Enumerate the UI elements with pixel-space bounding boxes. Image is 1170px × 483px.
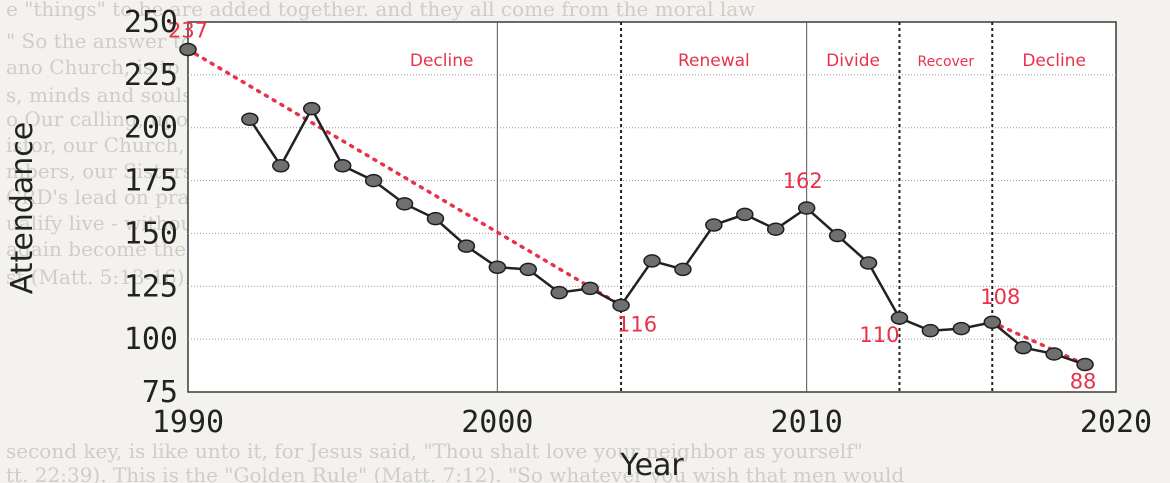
data-point — [983, 315, 1002, 329]
data-point — [364, 173, 383, 188]
x-axis-title: Year — [619, 448, 684, 483]
y-tick-label: 225 — [124, 58, 178, 93]
data-point — [612, 298, 630, 313]
data-point — [272, 159, 290, 173]
data-point — [890, 311, 909, 325]
trendlines — [186, 47, 1087, 367]
y-tick-label: 250 — [124, 5, 178, 40]
background-text-line: second key, is like unto it, for Jesus s… — [6, 439, 863, 463]
era-label: Divide — [826, 51, 880, 71]
value-annotation: 108 — [980, 285, 1020, 309]
attendance-series — [248, 106, 1086, 366]
data-point — [426, 211, 445, 226]
data-point — [581, 281, 599, 296]
value-annotation: 88 — [1070, 370, 1097, 394]
background-text-line: tt. 22:39). This is the "Golden Rule" (M… — [6, 463, 904, 483]
era-label: Recover — [918, 54, 975, 70]
era-label: Decline — [1022, 51, 1086, 71]
y-tick-label: 200 — [124, 111, 178, 146]
trendline — [186, 47, 623, 308]
data-point — [1014, 340, 1032, 355]
data-point — [519, 262, 538, 277]
y-axis-ticks: 75 100 125 150 175 200 225 250 — [124, 5, 178, 410]
data-point — [952, 321, 971, 336]
value-annotation: 116 — [617, 312, 657, 336]
data-point — [1045, 347, 1063, 361]
data-point — [828, 228, 847, 243]
x-tick-label: 2020 — [1080, 405, 1152, 440]
era-label: Decline — [410, 51, 474, 71]
background-text-line: st (Matt. 5:13-16). — [6, 265, 191, 289]
data-point — [1076, 357, 1094, 372]
era-dividers — [620, 22, 994, 392]
data-points — [179, 42, 1094, 372]
y-tick-label: 100 — [124, 322, 178, 357]
data-point — [674, 262, 692, 277]
value-annotation: 110 — [859, 323, 899, 347]
data-point — [859, 256, 878, 270]
data-point — [241, 112, 259, 127]
y-tick-label: 75 — [142, 375, 178, 410]
data-point — [797, 201, 816, 215]
era-labels: Decline Renewal Divide Recover Decline — [410, 51, 1086, 71]
x-tick-label: 2000 — [461, 405, 533, 440]
value-annotation: 237 — [168, 18, 208, 42]
era-label: Renewal — [678, 51, 750, 71]
data-point — [457, 239, 476, 253]
x-tick-label: 2010 — [771, 405, 843, 440]
background-text-line: s, minds and souls. — [6, 83, 199, 107]
data-point — [395, 197, 414, 211]
data-point — [921, 323, 940, 338]
x-tick-label: 1990 — [152, 405, 224, 440]
data-point — [736, 207, 754, 222]
x-axis-ticks: 1990 2000 2010 2020 — [152, 405, 1152, 440]
plot-area — [187, 21, 1117, 393]
data-point — [550, 285, 568, 300]
series-line — [248, 106, 1086, 366]
data-point — [179, 42, 197, 57]
data-point — [643, 254, 661, 268]
data-point — [766, 222, 785, 236]
y-tick-label: 125 — [124, 269, 178, 304]
data-point — [302, 101, 321, 116]
y-axis-title: Attendance — [5, 122, 40, 294]
trendline — [990, 320, 1087, 367]
value-annotation: 162 — [783, 169, 823, 193]
value-annotations: 237 116 162 110 108 88 — [168, 18, 1096, 393]
data-point — [705, 218, 723, 232]
y-tick-label: 150 — [124, 216, 178, 251]
data-point — [333, 159, 352, 173]
y-tick-label: 175 — [124, 164, 178, 199]
data-point — [488, 260, 507, 275]
background-text-line: e "things" to be are added together. and… — [6, 0, 755, 21]
